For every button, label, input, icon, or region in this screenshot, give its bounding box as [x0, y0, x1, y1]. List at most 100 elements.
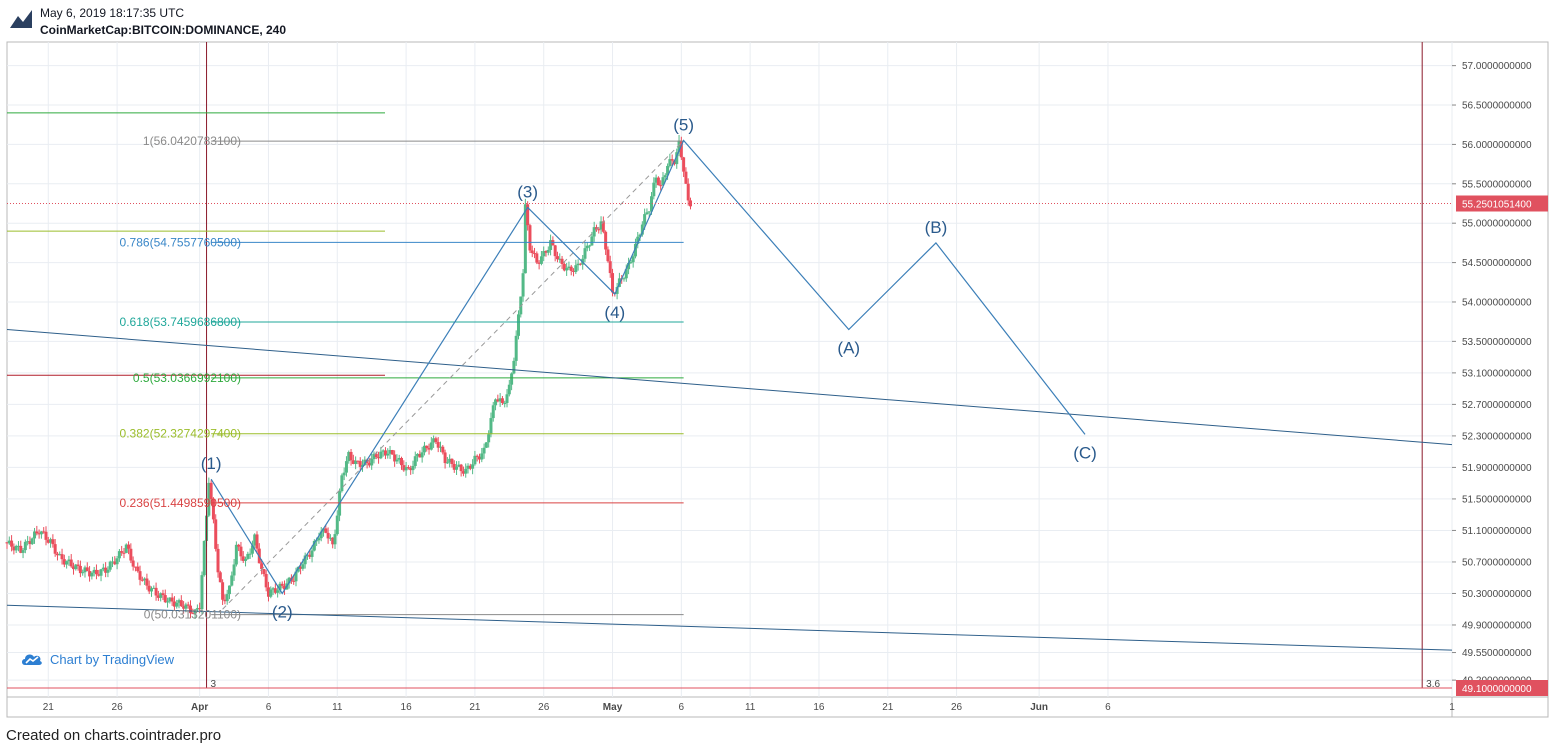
- candle-body: [39, 531, 43, 535]
- candle-body: [372, 453, 376, 460]
- wave-label: (2): [272, 602, 293, 621]
- candle-body: [322, 528, 326, 532]
- candle-body: [370, 459, 374, 466]
- candle-body: [631, 256, 635, 263]
- candle-body: [390, 450, 394, 455]
- vertical-marker-label: 3: [211, 679, 217, 690]
- candle-body: [76, 564, 80, 566]
- price-tick-label: 53.1000000000: [1462, 368, 1532, 379]
- price-tick-label: 49.5500000000: [1462, 648, 1532, 659]
- candle-body: [496, 399, 500, 402]
- candle-body: [115, 558, 119, 565]
- candle-body: [92, 569, 96, 573]
- candle-body: [299, 566, 303, 569]
- candle-body: [686, 183, 690, 201]
- candle-body: [689, 200, 693, 207]
- candle-body: [592, 227, 596, 237]
- dashed-channel-line: [222, 140, 684, 610]
- candle-body: [604, 231, 608, 250]
- candle-body: [640, 224, 644, 235]
- candle-body: [72, 566, 76, 570]
- candle-body: [234, 544, 238, 565]
- candle-body: [88, 571, 92, 577]
- price-tick-label: 50.3000000000: [1462, 589, 1532, 600]
- candle-body: [232, 564, 236, 576]
- candle-body: [246, 553, 250, 559]
- candle-body: [677, 140, 681, 153]
- candle-body: [608, 261, 612, 274]
- candle-body: [656, 177, 660, 186]
- candle-body: [211, 498, 215, 520]
- candle-body: [514, 335, 518, 361]
- time-tick-label: 6: [679, 702, 685, 713]
- candle-body: [542, 251, 546, 257]
- candle-body: [574, 265, 578, 272]
- tradingview-attribution[interactable]: Chart by TradingView: [20, 651, 174, 667]
- candle-body: [218, 572, 222, 583]
- candle-body: [35, 531, 39, 534]
- candle-body: [439, 446, 442, 448]
- fib-label: 0.236(51.4498590500): [120, 496, 241, 510]
- time-tick-label: Jun: [1030, 702, 1048, 713]
- time-tick-label: 11: [332, 702, 343, 713]
- candle-body: [663, 175, 667, 178]
- candle-body: [209, 482, 213, 499]
- trendline: [6, 329, 1453, 446]
- candle-body: [365, 459, 369, 463]
- candle-body: [585, 245, 589, 249]
- candle-body: [523, 204, 527, 274]
- candle-body: [143, 578, 147, 581]
- candle-body: [650, 196, 654, 212]
- candle-body: [42, 531, 46, 533]
- wave-label: (B): [925, 218, 948, 237]
- candle-body: [331, 537, 335, 545]
- price-tick-label: 55.5000000000: [1462, 179, 1532, 190]
- candle-body: [361, 464, 365, 467]
- candle-body: [294, 571, 298, 582]
- candle-body: [507, 384, 511, 395]
- candle-body: [647, 211, 651, 213]
- candle-body: [161, 593, 165, 596]
- candle-body: [159, 593, 163, 598]
- time-tick-label: 26: [538, 702, 550, 713]
- candle-body: [441, 446, 445, 453]
- candle-body: [127, 544, 131, 549]
- candle-body: [455, 466, 459, 470]
- candle-body: [553, 245, 557, 257]
- candle-body: [429, 442, 433, 450]
- candle-body: [124, 544, 128, 553]
- price-tick-label: 53.5000000000: [1462, 337, 1532, 348]
- wave-label: (4): [604, 303, 625, 322]
- candle-body: [503, 402, 507, 404]
- candle-body: [638, 234, 642, 237]
- candle-body: [526, 204, 530, 226]
- tradingview-logo-icon: [10, 10, 32, 28]
- candle-body: [140, 579, 144, 581]
- candle-body: [67, 559, 71, 562]
- candle-body: [510, 373, 514, 385]
- candle-body: [377, 457, 381, 459]
- candle-body: [583, 248, 587, 259]
- candle-body: [179, 600, 183, 607]
- time-tick-label: 11: [745, 702, 756, 713]
- time-tick-label: 26: [951, 702, 963, 713]
- candle-body: [409, 468, 413, 471]
- candle-body: [273, 588, 277, 593]
- candle-body: [340, 475, 344, 492]
- candle-body: [452, 463, 456, 470]
- candle-body: [287, 577, 291, 584]
- candle-body: [512, 360, 516, 374]
- candle-body: [500, 398, 504, 403]
- candle-body: [494, 399, 498, 406]
- candle-body: [106, 569, 110, 573]
- candle-body: [562, 263, 566, 271]
- candle-body: [445, 462, 449, 464]
- candle-body: [537, 262, 541, 264]
- candle-body: [487, 434, 491, 443]
- candle-body: [533, 253, 537, 255]
- candle-body: [99, 569, 103, 576]
- candle-body: [652, 182, 656, 197]
- candle-body: [315, 540, 319, 542]
- candle-body: [166, 601, 170, 603]
